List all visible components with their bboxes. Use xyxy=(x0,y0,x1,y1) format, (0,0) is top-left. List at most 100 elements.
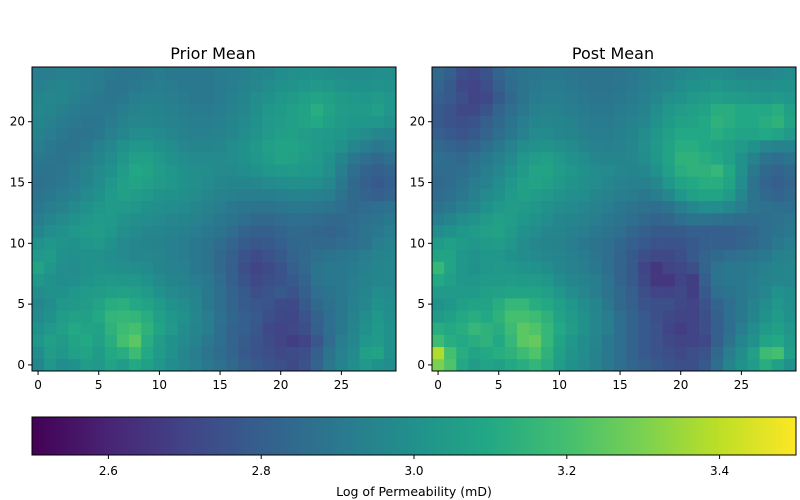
heatmap-cell xyxy=(335,212,348,226)
heatmap-cell xyxy=(214,176,227,189)
heatmap-cell xyxy=(480,152,494,165)
heatmap-cell xyxy=(516,346,530,360)
heatmap-cell xyxy=(92,115,106,129)
heatmap-cell xyxy=(492,310,506,323)
heatmap-cell xyxy=(141,139,154,153)
heatmap-cell xyxy=(201,91,215,104)
heatmap-cell xyxy=(129,212,142,226)
colorbar-gradient xyxy=(31,416,797,456)
heatmap-cell xyxy=(723,200,736,214)
heatmap-cell xyxy=(504,261,518,275)
heatmap-cell xyxy=(614,310,627,323)
heatmap-cell xyxy=(650,139,663,153)
heatmap-cell xyxy=(432,310,445,323)
heatmap-cell xyxy=(638,249,651,262)
heatmap-cell xyxy=(686,249,700,262)
heatmap-cell xyxy=(298,188,312,202)
heatmap-cell xyxy=(686,298,700,311)
heatmap-cell xyxy=(141,67,154,80)
heatmap-cell xyxy=(347,310,360,323)
heatmap-cell xyxy=(177,152,191,165)
heatmap-cell xyxy=(347,139,360,153)
heatmap-cell xyxy=(541,67,554,80)
heatmap-cell xyxy=(116,127,130,141)
heatmap-cell xyxy=(577,164,591,177)
heatmap-cell xyxy=(335,67,348,80)
heatmap-cell xyxy=(480,346,494,360)
heatmap-cell xyxy=(80,152,94,165)
heatmap-cell xyxy=(650,176,663,189)
heatmap-cell xyxy=(68,91,81,104)
heatmap-cell xyxy=(80,346,94,360)
heatmap-cell xyxy=(747,115,760,129)
heatmap-cell xyxy=(589,91,603,104)
heatmap-cell xyxy=(104,103,118,116)
heatmap-cell xyxy=(129,310,142,323)
heatmap-cell xyxy=(783,91,797,104)
heatmap-cell xyxy=(529,139,542,153)
heatmap-cell xyxy=(238,115,251,129)
heatmap-cell xyxy=(601,79,615,92)
heatmap-cell xyxy=(577,212,591,226)
heatmap-cell xyxy=(92,285,106,299)
heatmap-cell xyxy=(44,358,57,372)
heatmap-cell xyxy=(347,115,360,129)
heatmap-cell xyxy=(456,212,469,226)
heatmap-cell xyxy=(274,127,288,141)
heatmap-cell xyxy=(565,103,578,116)
heatmap-cell xyxy=(674,261,688,275)
heatmap-cell xyxy=(456,298,469,311)
heatmap-cell xyxy=(298,310,312,323)
heatmap-cell xyxy=(165,261,178,275)
heatmap-cell xyxy=(335,91,348,104)
heatmap-cell xyxy=(541,115,554,129)
heatmap-cell xyxy=(723,188,736,202)
heatmap-cell xyxy=(468,127,481,141)
heatmap-cell xyxy=(189,225,203,238)
heatmap-cell xyxy=(262,285,276,299)
heatmap-cell xyxy=(359,176,373,189)
heatmap-cell xyxy=(286,310,300,323)
heatmap-cell xyxy=(262,249,276,262)
heatmap-cell xyxy=(68,67,81,80)
heatmap-cell xyxy=(323,285,336,299)
heatmap-cell xyxy=(553,298,566,311)
heatmap-cell xyxy=(335,322,348,335)
heatmap-cell xyxy=(68,249,81,262)
heatmap-cell xyxy=(129,176,142,189)
heatmap-cell xyxy=(516,176,530,189)
heatmap-cell xyxy=(44,237,57,250)
heatmap-cell xyxy=(456,79,469,92)
heatmap-cell xyxy=(129,127,142,141)
heatmap-cell xyxy=(250,225,263,238)
heatmap-cell xyxy=(116,261,130,275)
heatmap-cell xyxy=(238,139,251,153)
heatmap-cell xyxy=(674,249,688,262)
heatmap-cell xyxy=(516,200,530,214)
heatmap-cell xyxy=(747,285,760,299)
heatmap-cell xyxy=(662,164,676,177)
heatmap-cell xyxy=(44,115,57,129)
heatmap-cell xyxy=(262,164,276,177)
heatmap-cell xyxy=(214,91,227,104)
heatmap-cell xyxy=(492,334,506,348)
heatmap-cell xyxy=(456,273,469,287)
heatmap-cell xyxy=(165,334,178,348)
heatmap-cell xyxy=(565,237,578,250)
heatmap-cell xyxy=(262,200,276,214)
heatmap-cell xyxy=(189,212,203,226)
heatmap-cell xyxy=(226,139,239,153)
heatmap-cell xyxy=(674,298,688,311)
heatmap-cell xyxy=(541,127,554,141)
heatmap-cell xyxy=(250,310,263,323)
heatmap-cell xyxy=(92,261,106,275)
heatmap-cell xyxy=(783,164,797,177)
heatmap-cell xyxy=(662,115,676,129)
heatmap-cell xyxy=(116,188,130,202)
heatmap-cell xyxy=(311,237,324,250)
heatmap-cell xyxy=(711,115,724,129)
heatmap-cell xyxy=(565,176,578,189)
heatmap-cell xyxy=(480,261,494,275)
heatmap-cell xyxy=(601,346,615,360)
